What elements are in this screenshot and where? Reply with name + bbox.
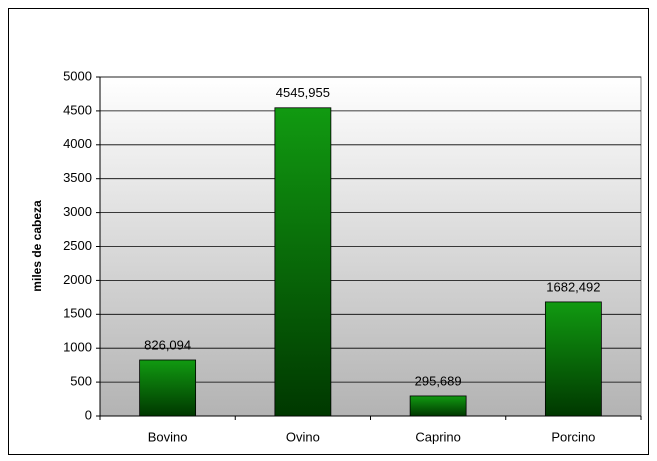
x-tick-label: Caprino xyxy=(415,429,461,444)
y-tick-label: 1000 xyxy=(63,340,92,355)
y-tick-label: 5000 xyxy=(63,68,92,83)
y-tick-label: 2000 xyxy=(63,272,92,287)
y-tick-label: 4000 xyxy=(63,136,92,151)
y-tick-label: 1500 xyxy=(63,306,92,321)
value-label: 1682,492 xyxy=(546,279,600,294)
y-tick-label: 0 xyxy=(85,407,92,422)
x-tick-label: Bovino xyxy=(148,429,188,444)
value-label: 826,094 xyxy=(144,337,191,352)
bar xyxy=(274,107,332,417)
x-tick-label: Ovino xyxy=(286,429,320,444)
y-tick-label: 2500 xyxy=(63,238,92,253)
y-tick-label: 500 xyxy=(70,374,92,389)
value-label: 4545,955 xyxy=(276,85,330,100)
bar xyxy=(409,395,467,417)
y-tick-label: 4500 xyxy=(63,102,92,117)
x-tick-label: Porcino xyxy=(551,429,595,444)
y-tick-label: 3000 xyxy=(63,204,92,219)
y-axis-title: miles de cabeza xyxy=(30,200,44,292)
bar xyxy=(139,359,197,417)
y-tick-label: 3500 xyxy=(63,170,92,185)
bar xyxy=(544,301,602,417)
value-label: 295,689 xyxy=(415,373,462,388)
